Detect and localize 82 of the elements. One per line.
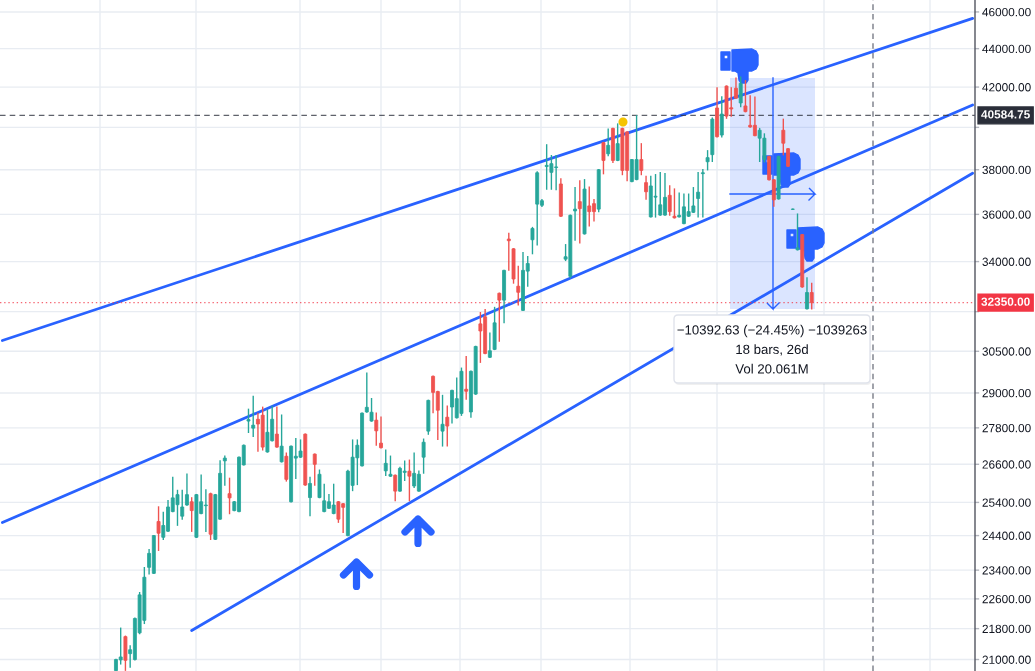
candlestick [251,395,256,437]
candlestick [734,77,738,99]
y-tick-label: 30500.00 [982,347,1031,356]
candlestick [667,185,672,216]
candlestick [317,469,322,499]
y-tick-label: 44000.00 [982,44,1031,54]
candlestick [639,143,644,176]
candlestick [246,408,251,434]
candlestick [781,118,786,156]
candlestick [658,172,663,216]
candlestick [279,414,284,463]
candlestick [222,455,227,486]
candlestick [369,397,374,422]
candlestick [407,459,412,502]
y-tick-label: 42000.00 [982,83,1031,92]
candlestick [601,141,606,175]
candlestick [573,187,577,241]
y-tick-label: 26600.00 [982,460,1031,469]
candlestick [421,438,426,474]
candlestick [175,489,180,526]
candlestick [265,409,270,453]
candlestick [738,76,743,108]
candlestick [615,123,620,162]
candlestick [653,174,658,218]
candlestick [606,128,611,157]
candlestick [795,213,800,251]
candlestick [497,292,502,342]
candlestick [719,96,724,138]
y-tick-label: 34000.00 [982,257,1031,266]
candlestick [379,416,383,449]
candlestick [374,412,379,446]
candlestick [156,506,161,551]
y-tick-label: 25400.00 [982,498,1031,507]
candlestick [203,489,208,532]
candlestick [416,470,421,492]
candlestick [530,226,535,255]
candlestick [634,115,639,181]
annotation: −10392.63 (−24.45%) −1039263 [677,324,867,338]
y-tick-label: 21000.00 [982,655,1031,664]
y-tick-label: 46000.00 [982,7,1031,17]
candlestick [123,635,128,671]
candlestick [478,311,483,363]
candlestick [705,150,710,171]
y-tick-label: 36000.00 [982,210,1031,219]
candlestick [388,455,393,477]
candlestick [440,394,445,447]
candlestick [331,483,336,515]
candlestick [284,452,289,482]
candlestick [189,497,194,532]
candlestick [227,477,232,515]
candlestick [445,405,450,447]
candlestick [506,232,511,271]
candlestick [274,406,279,448]
y-tick-label: 29000.00 [982,388,1031,398]
candlestick [700,169,705,218]
candlestick [809,282,814,310]
candlestick [577,180,582,244]
y-tick-label: 38000.00 [982,165,1031,175]
candlestick [587,186,592,227]
y-tick-label: 21800.00 [982,624,1031,634]
candlestick [312,453,317,486]
candlestick [412,452,417,488]
candlestick [464,356,469,400]
y-tick-label: 22600.00 [982,594,1031,604]
ref-line-label: 32350.00 [981,297,1030,306]
candlestick [322,483,327,513]
candlestick [393,474,398,502]
y-tick-label: 24400.00 [982,531,1031,540]
candlestick [805,277,809,310]
candlestick [383,449,388,476]
ref-line-label: 40584.75 [981,110,1030,119]
candlestick [644,175,648,200]
candlestick [752,96,757,137]
candlestick [185,473,189,506]
y-tick-label: 27800.00 [982,423,1031,433]
annotation: 18 bars, 26d [736,344,808,356]
y-tick-label: 23400.00 [982,566,1031,575]
candlestick [516,265,521,306]
annotation: Vol 20.061M [735,363,808,374]
candlestick [308,476,312,517]
candlestick [672,188,677,219]
candlestick [180,489,185,520]
